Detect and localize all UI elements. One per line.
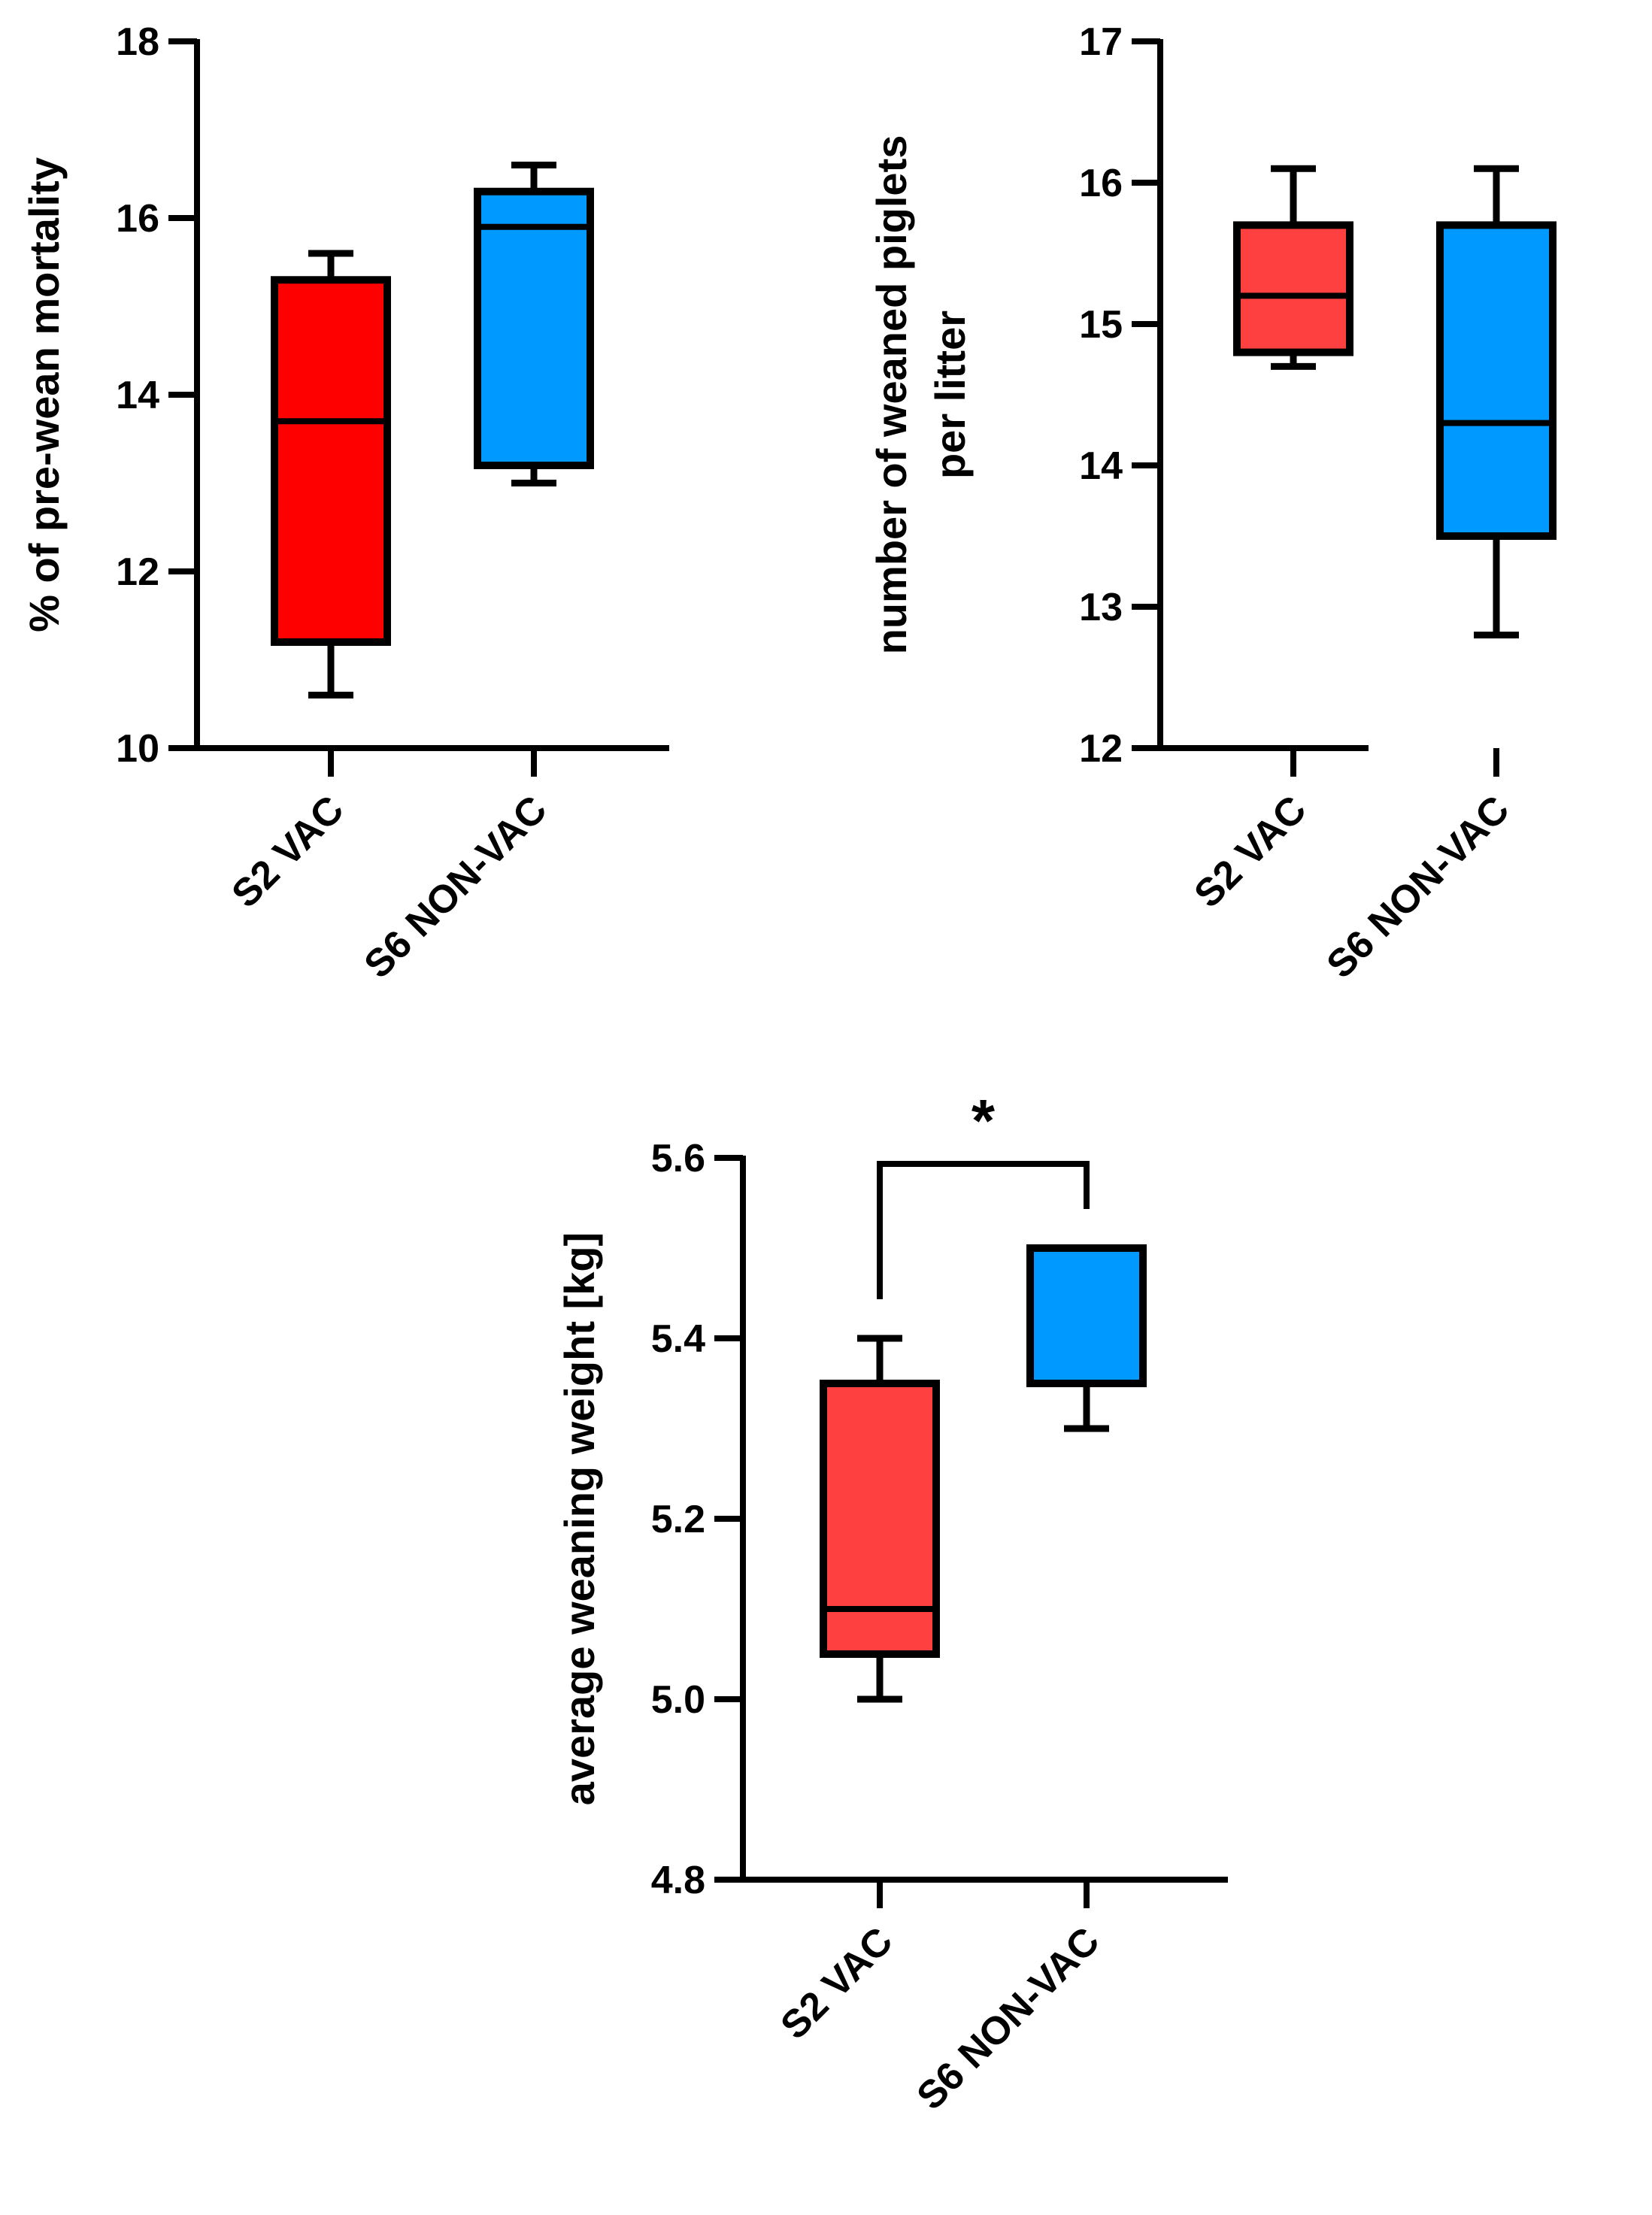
chart-weaned-piglets: 12 13 14 15 16 17 number of weaned piglets per …: [868, 20, 1557, 987]
box-body: [1026, 1244, 1147, 1387]
y-tick-label: 16: [1079, 162, 1123, 205]
x-category-label: S2 VAC: [772, 1919, 901, 2047]
y-tick-label: 14: [1079, 444, 1123, 488]
x-category-label: S2 VAC: [1186, 787, 1314, 916]
box-body: [1436, 221, 1557, 540]
box-body: [474, 187, 594, 469]
y-tick-label: 5.6: [651, 1137, 705, 1180]
y-tick-label: 5.2: [651, 1498, 705, 1541]
box-body: [820, 1380, 940, 1658]
box-s6-non-vac: [1026, 1244, 1147, 1432]
y-tick-label: 13: [1079, 586, 1123, 629]
x-category-label: S6 NON-VAC: [356, 787, 555, 986]
chart-weaning-weight: 4.8 5.0 5.2 5.4 5.6 average weaning weight [k…: [556, 1087, 1228, 2119]
y-tick-label: 12: [116, 550, 159, 594]
y-tick-label: 4.8: [651, 1859, 705, 1902]
box-s6-non-vac: [474, 162, 594, 486]
y-tick-label: 17: [1079, 20, 1123, 64]
box-s2-vac: [271, 250, 391, 698]
y-tick-label: 14: [116, 374, 159, 417]
box-body: [1233, 221, 1353, 356]
box-body: [271, 276, 391, 646]
box-s2-vac: [1233, 165, 1353, 370]
y-tick-label: 12: [1079, 727, 1123, 771]
y-tick-label: 10: [116, 727, 159, 771]
y-tick-label: 18: [116, 20, 159, 64]
y-tick-label: 15: [1079, 303, 1123, 347]
y-axis-title: % of pre-wean mortality: [20, 157, 68, 632]
y-tick-label: 5.4: [651, 1317, 705, 1361]
chart-pre-wean-mortality: 10 12 14 16 18 % of pre-wean mortality S2 VAC S…: [20, 20, 669, 987]
y-axis-title: per litter: [926, 311, 974, 479]
box-s6-non-vac: [1436, 165, 1557, 639]
y-axis-title: number of weaned piglets: [868, 135, 915, 655]
y-tick-label: 16: [116, 197, 159, 241]
box-s2-vac: [820, 1335, 940, 1703]
x-category-label: S2 VAC: [223, 787, 352, 916]
significance-label: *: [971, 1087, 996, 1154]
y-axis-title: average weaning weight [kg]: [556, 1232, 603, 1805]
x-category-label: S6 NON-VAC: [908, 1919, 1108, 2118]
x-category-label: S6 NON-VAC: [1318, 787, 1517, 986]
significance-bracket: [877, 1161, 1090, 1299]
y-tick-label: 5.0: [651, 1678, 705, 1722]
